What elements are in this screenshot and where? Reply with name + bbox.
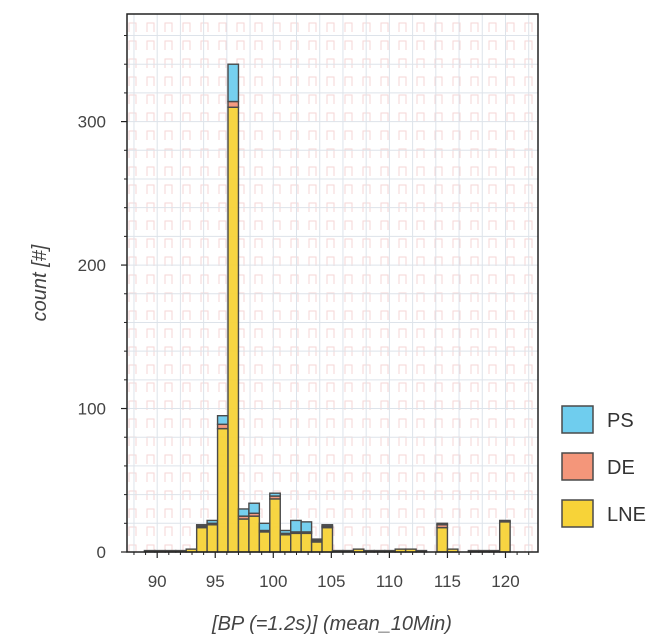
bar-ps [436, 522, 449, 526]
bar-lne [290, 532, 302, 553]
x-tick-label: 105 [317, 572, 345, 591]
plot-frame [126, 13, 539, 553]
x-tick-label: 90 [148, 572, 167, 591]
y-tick-label: 300 [78, 113, 106, 132]
bar-ps [269, 492, 281, 497]
legend-label-lne: LNE [607, 504, 646, 526]
bar-ps [310, 538, 323, 542]
bar-lne [498, 521, 511, 553]
y-tick-label: 200 [78, 256, 106, 275]
x-tick-label: 110 [376, 572, 403, 591]
bar-lne [248, 515, 261, 553]
bar-ps [248, 502, 261, 514]
plot-hatch [127, 14, 538, 552]
x-tick-label: 120 [491, 572, 519, 591]
bar-lne [195, 526, 208, 553]
tick-labels: 90 95 100 105 110 115 120 0 100 200 300 [78, 113, 520, 591]
legend-label-ps: PS [607, 410, 634, 432]
x-axis-title: [BP (=1.2s)] (mean_10Min) [211, 613, 452, 635]
bar-lne [258, 531, 271, 553]
bar-lne [321, 526, 334, 553]
legend-swatch-ps [561, 405, 594, 434]
y-tick-label: 100 [78, 400, 106, 419]
x-tick-label: 115 [434, 572, 461, 591]
legend: PS DE LNE [561, 405, 646, 528]
bar-ps [258, 522, 271, 532]
bar-ps [216, 415, 229, 426]
bar-ps [290, 519, 302, 533]
y-axis-title: count [#] [29, 244, 51, 321]
bar-ps [206, 519, 219, 525]
bar-de [227, 100, 240, 108]
ticks [121, 35, 530, 558]
x-tick-label: 95 [206, 572, 225, 591]
bar-de [498, 519, 511, 523]
grid-lines [127, 14, 538, 552]
bar-lne [269, 498, 281, 553]
bar-ps [279, 529, 292, 535]
bar-lne [216, 427, 229, 553]
bar-ps [195, 524, 208, 527]
bar-lne [310, 541, 323, 553]
y-tick-label: 0 [97, 543, 106, 562]
legend-swatch-lne [561, 499, 594, 528]
legend-swatch-de [561, 452, 594, 481]
bar-lne [206, 524, 219, 553]
bar-lne [279, 534, 292, 553]
bar-ps [300, 521, 313, 533]
bar-lne [227, 106, 240, 553]
x-tick-label: 100 [259, 572, 287, 591]
bar-ps [227, 63, 240, 103]
bar-lne [436, 526, 449, 553]
bar-lne [237, 518, 250, 553]
bar-ps [321, 524, 334, 527]
bar-lne [300, 532, 313, 553]
bar-ps [237, 508, 250, 517]
legend-label-de: DE [607, 457, 635, 479]
